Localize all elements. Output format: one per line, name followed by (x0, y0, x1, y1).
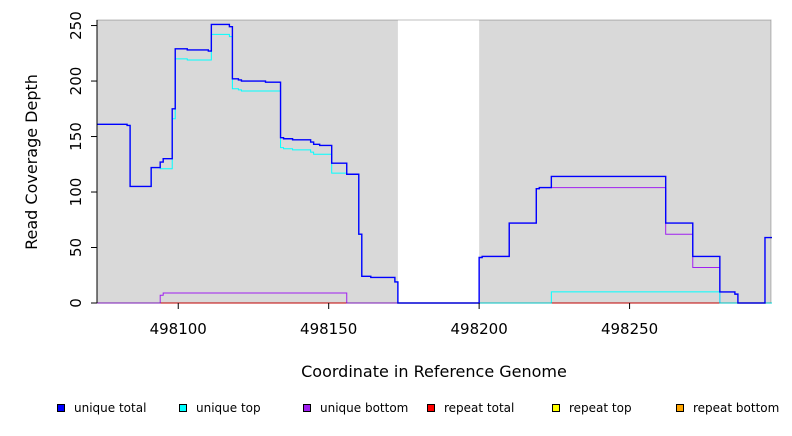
x-tick-label: 498100 (150, 320, 207, 338)
legend-swatch (676, 404, 684, 412)
x-tick-label: 498200 (451, 320, 508, 338)
legend-label: repeat total (444, 401, 515, 415)
chart-legend: unique total unique top unique bottom repea… (0, 398, 792, 420)
legend-label: unique top (196, 401, 261, 415)
legend-item-unique-total: unique total (57, 398, 146, 418)
shaded-region-1 (97, 20, 398, 303)
shaded-region-2 (479, 20, 771, 303)
x-tick-label: 498150 (300, 320, 357, 338)
legend-label: unique total (74, 401, 147, 415)
legend-swatch (427, 404, 435, 412)
legend-swatch (552, 404, 560, 412)
y-axis-label: Read Coverage Depth (22, 74, 41, 250)
y-tick-label: 0 (67, 298, 85, 308)
legend-label: repeat top (569, 401, 632, 415)
legend-item-repeat-top: repeat top (552, 398, 632, 418)
y-tick-label: 200 (67, 67, 85, 96)
y-tick-label: 100 (67, 178, 85, 207)
y-tick-label: 250 (67, 11, 85, 40)
y-tick-label: 150 (67, 122, 85, 151)
legend-item-repeat-bottom: repeat bottom (676, 398, 779, 418)
y-tick-label: 50 (67, 238, 85, 257)
legend-swatch (179, 404, 187, 412)
x-tick-label: 498250 (601, 320, 658, 338)
series-line-unique-total (97, 23, 772, 304)
legend-swatch (303, 404, 311, 412)
legend-item-unique-bottom: unique bottom (303, 398, 408, 418)
legend-swatch (57, 404, 65, 412)
legend-item-repeat-total: repeat total (427, 398, 514, 418)
legend-label: repeat bottom (693, 401, 780, 415)
legend-label: unique bottom (320, 401, 409, 415)
x-axis-label: Coordinate in Reference Genome (301, 362, 567, 381)
legend-item-unique-top: unique top (179, 398, 261, 418)
